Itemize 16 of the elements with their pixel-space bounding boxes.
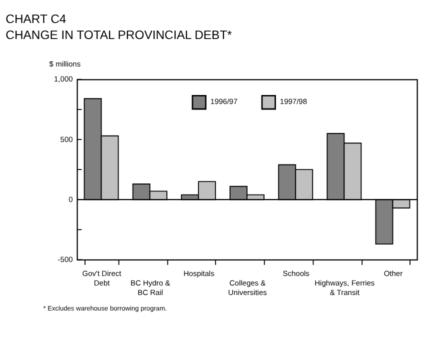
- legend-label: 1996/97: [210, 97, 238, 106]
- chart-title: CHART C4: [6, 12, 66, 26]
- y-tick-label: 0: [68, 194, 73, 204]
- y-tick-label: 1,000: [54, 74, 73, 84]
- x-tick-label: Highways, Ferries & Transit: [314, 278, 375, 297]
- y-tick-label: -500: [58, 255, 73, 264]
- legend-label: 1997/98: [280, 97, 308, 106]
- x-tick-label: Hospitals: [183, 269, 215, 278]
- x-tick-label: Colleges & Universities: [228, 278, 268, 297]
- y-tick-label: 500: [60, 134, 73, 144]
- chart-subtitle: CHANGE IN TOTAL PROVINCIAL DEBT*: [6, 28, 232, 42]
- y-axis-title: $ millions: [49, 60, 81, 69]
- x-tick-label: Other: [384, 269, 404, 278]
- x-tick-label: Gov't Direct Debt: [82, 269, 122, 288]
- x-tick-label: BC Hydro & BC Rail: [130, 278, 170, 297]
- x-tick-label: Schools: [282, 269, 310, 278]
